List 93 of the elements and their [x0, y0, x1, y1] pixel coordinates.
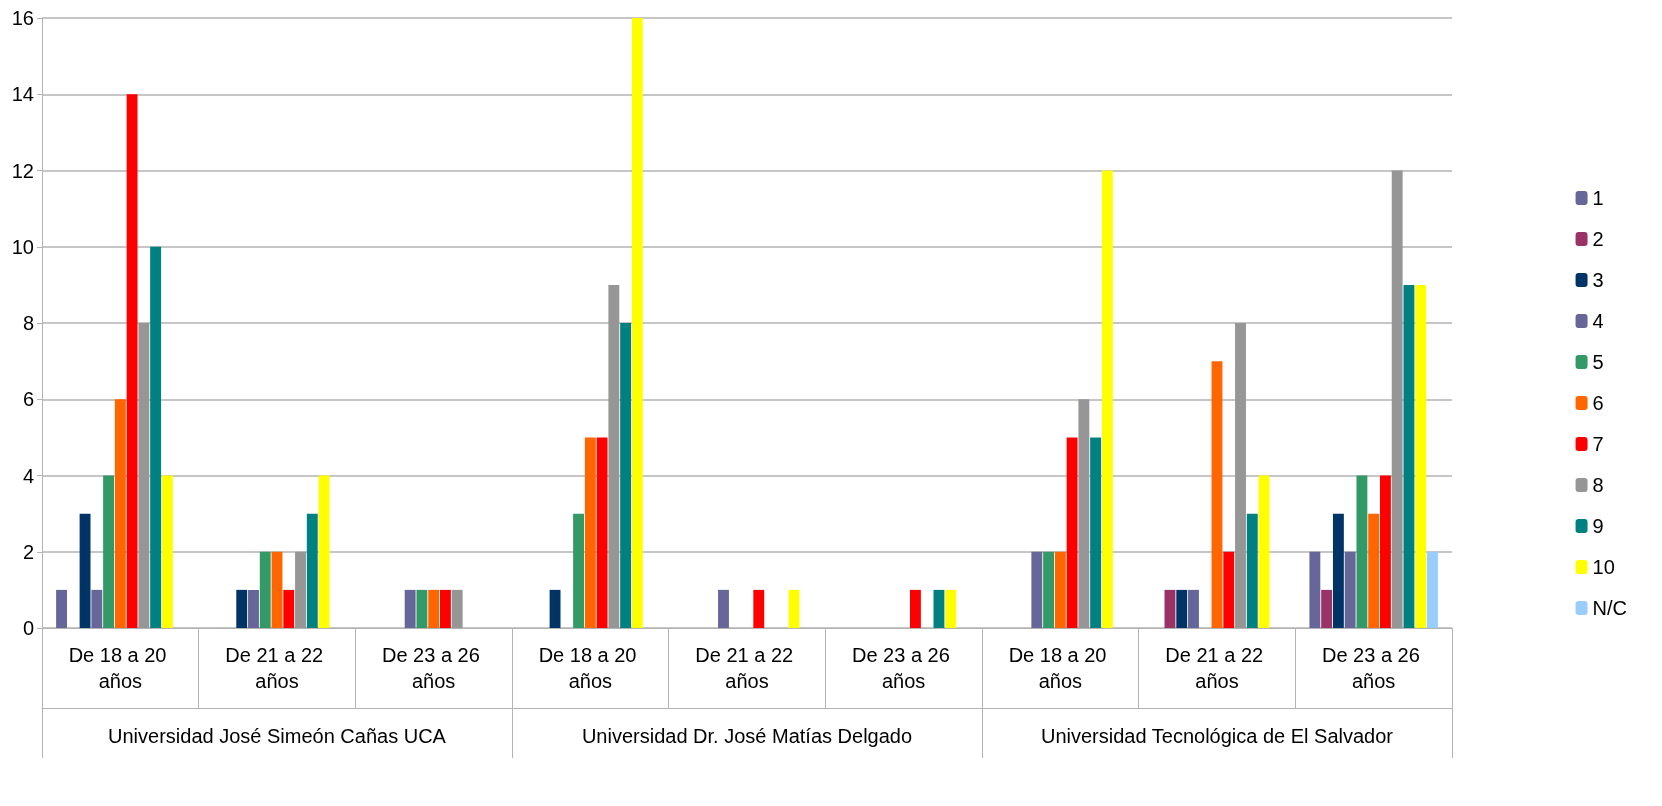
bar: [1176, 589, 1188, 628]
bar: [1164, 589, 1176, 628]
x-tick-label: De 18 a 20 años: [538, 644, 643, 692]
bar: [753, 589, 765, 628]
bar: [1356, 475, 1368, 628]
bar: [79, 513, 91, 628]
legend-label: 2: [1592, 228, 1604, 250]
text: Universidad José Simeón Cañas UCA: [108, 725, 447, 747]
bar: [318, 475, 330, 628]
bar: [1403, 284, 1415, 628]
bar: [549, 589, 561, 628]
bar: [1078, 399, 1090, 628]
bar: [150, 246, 162, 628]
x-tick-label: De 21 a 22 años: [1165, 644, 1269, 692]
x-tick-label: De 23 a 26 años: [381, 644, 486, 692]
bar: [1415, 284, 1427, 628]
bar: [271, 551, 283, 628]
bar: [1258, 475, 1270, 628]
bar: [718, 589, 729, 628]
bar: [1379, 475, 1391, 628]
bar: [788, 589, 800, 628]
y-tick-label: 14: [11, 83, 34, 106]
x-tick-label: De 23 a 26 años: [1321, 644, 1426, 692]
bar: [283, 589, 295, 628]
bar: [236, 589, 248, 628]
y-tick-label: 16: [11, 7, 34, 29]
legend-label: 4: [1592, 310, 1604, 332]
bar: [945, 589, 957, 628]
bar: [1368, 513, 1380, 628]
bar: [91, 589, 103, 628]
y-tick-label: 2: [22, 540, 34, 563]
bar: [1090, 437, 1102, 628]
legend-label: 3: [1592, 269, 1604, 291]
legend-label: 9: [1592, 515, 1604, 537]
bar: [248, 589, 259, 628]
text: Universidad Tecnológica de El Salvador: [1040, 725, 1394, 747]
bar: [439, 589, 451, 628]
bar: [1309, 551, 1321, 628]
x-tick-label: De 23 a 26 años: [851, 644, 956, 692]
bar: [608, 284, 620, 628]
bar: [631, 18, 643, 628]
bar: [1031, 551, 1043, 628]
bar: [1246, 513, 1258, 628]
legend-label: 6: [1592, 392, 1604, 414]
legend-label: 7: [1592, 433, 1604, 455]
bar: [1235, 323, 1246, 628]
legend-label: 8: [1592, 474, 1604, 496]
bar: [103, 475, 115, 628]
bar: [909, 589, 921, 628]
bar: [138, 323, 150, 628]
bar: [56, 589, 67, 628]
x-tick-label: De 21 a 22 años: [695, 644, 799, 692]
y-tick-label: 0: [22, 617, 34, 639]
bar: [1054, 551, 1066, 628]
bar: [1223, 551, 1235, 628]
legend-label: N/C: [1592, 597, 1628, 619]
bar: [161, 475, 173, 628]
bar: [1321, 589, 1333, 628]
bar: [933, 589, 945, 628]
legend-label: 10: [1592, 556, 1615, 578]
bar: [1101, 170, 1113, 628]
text: Universidad Dr. José Matías Delgado: [581, 725, 913, 747]
bar: [416, 589, 428, 628]
y-tick-label: 10: [11, 235, 34, 258]
bar: [596, 437, 608, 628]
bar: [1332, 513, 1344, 628]
bar: [1188, 589, 1199, 628]
legend-label: 5: [1592, 351, 1604, 373]
x-tick-label: De 21 a 22 años: [225, 644, 329, 692]
bar: [1043, 551, 1055, 628]
y-tick-label: 4: [22, 464, 34, 487]
bar: [451, 589, 463, 628]
bar: [126, 94, 138, 628]
bar: [404, 589, 416, 628]
x-tick-label: De 18 a 20 años: [68, 644, 173, 692]
bar: [573, 513, 585, 628]
legend-label: 1: [1592, 187, 1604, 209]
y-tick-label: 8: [22, 312, 34, 334]
bar: [306, 513, 318, 628]
bar: [584, 437, 596, 628]
bar: [1066, 437, 1078, 628]
bar: [1344, 551, 1356, 628]
y-tick-label: 12: [11, 159, 34, 182]
bar: [114, 399, 126, 628]
x-tick-label: De 18 a 20 años: [1008, 644, 1113, 692]
bar: [428, 589, 440, 628]
bar: [1211, 361, 1223, 628]
bar: [1427, 551, 1438, 628]
bar: [1391, 170, 1403, 628]
bar: [620, 323, 632, 628]
bar: [259, 551, 271, 628]
bar: [295, 551, 306, 628]
y-tick-label: 6: [22, 388, 34, 411]
